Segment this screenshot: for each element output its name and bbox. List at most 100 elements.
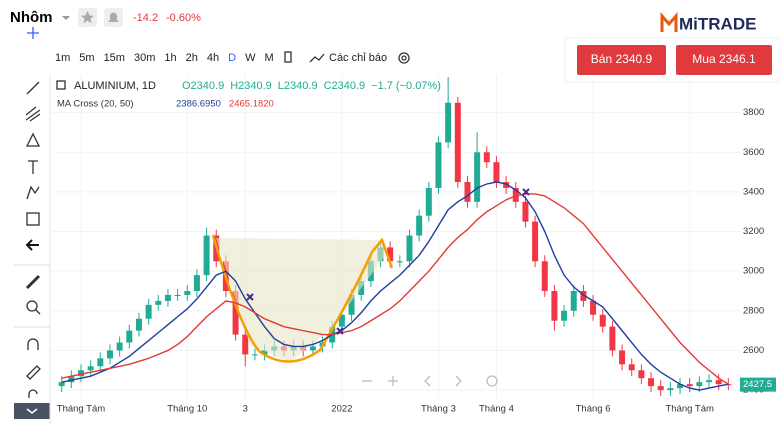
symbol: Nhôm xyxy=(10,9,53,26)
candle-body xyxy=(97,358,104,367)
settings-icon-core xyxy=(401,55,407,61)
candle-body xyxy=(251,354,258,356)
interval-button[interactable]: 1m xyxy=(55,52,70,64)
candle-body xyxy=(145,304,152,319)
fib-tool[interactable] xyxy=(25,106,41,122)
xabcd-tool[interactable] xyxy=(26,185,40,200)
candle-body xyxy=(126,330,133,343)
symbol-label: ALUMINIUM, 1D xyxy=(74,80,156,92)
indicators-button[interactable]: Các chỉ báo xyxy=(329,52,387,64)
candle-body xyxy=(561,310,568,321)
cross-marker xyxy=(246,188,530,335)
candle-body xyxy=(657,386,664,391)
candle-body xyxy=(648,378,655,387)
candle-body xyxy=(68,376,75,383)
interval-button[interactable]: 15m xyxy=(104,52,125,64)
zoom-tool[interactable] xyxy=(26,300,38,312)
text-tool[interactable] xyxy=(28,160,38,174)
candle-body xyxy=(532,221,539,262)
buy-button[interactable] xyxy=(676,45,772,75)
candle-body xyxy=(106,350,113,359)
candle-body xyxy=(609,326,616,351)
candle-body xyxy=(715,380,722,385)
zoom-handle xyxy=(35,309,41,315)
logo: MiTRADE xyxy=(679,14,756,33)
x-tick-label: Tháng 10 xyxy=(167,404,207,415)
lock-tool[interactable] xyxy=(26,365,41,380)
candle-body xyxy=(242,334,249,355)
crosshair-tool[interactable] xyxy=(27,27,39,39)
collapse-button[interactable] xyxy=(14,403,50,419)
y-tick-label: 3800 xyxy=(743,107,764,118)
back-tool[interactable] xyxy=(25,239,39,251)
candle-body xyxy=(232,290,239,335)
magnet-tool[interactable] xyxy=(27,338,39,350)
candle-body xyxy=(580,290,587,301)
candle-body xyxy=(416,215,423,236)
pattern-area xyxy=(216,238,385,362)
candle-body xyxy=(174,294,181,296)
y-tick-label: 3600 xyxy=(743,147,764,158)
ohlc-value: O2340.9 xyxy=(182,80,224,92)
trendline-tool[interactable] xyxy=(26,81,40,95)
candle-body xyxy=(696,382,703,387)
chart-navigation[interactable] xyxy=(362,375,462,387)
last-price: 2427.5 xyxy=(743,379,772,390)
candle-body xyxy=(677,384,684,389)
interval-button[interactable]: M xyxy=(264,52,273,64)
settings-icon[interactable] xyxy=(398,52,410,64)
x-tick-label: 3 xyxy=(243,404,248,415)
x-tick-label: Tháng Tám xyxy=(665,404,713,415)
candle-body xyxy=(454,102,461,183)
candle-body xyxy=(483,152,490,163)
y-tick-label: 3400 xyxy=(743,186,764,197)
sell-button[interactable] xyxy=(577,45,666,75)
candle-body xyxy=(338,314,345,327)
chart-type-icon[interactable] xyxy=(284,51,292,63)
interval-button[interactable]: 5m xyxy=(79,52,94,64)
interval-button[interactable]: 4h xyxy=(207,52,219,64)
candle-body xyxy=(551,290,558,321)
candle-body xyxy=(638,370,645,379)
legend-toggle[interactable] xyxy=(56,80,66,90)
candle-body xyxy=(203,235,210,276)
ohlc-value: C2340.9 xyxy=(324,80,366,92)
y-tick-label: 2600 xyxy=(743,345,764,356)
last-price-box xyxy=(740,377,776,392)
pattern-tool[interactable] xyxy=(25,132,41,147)
change-pct: -0.60% xyxy=(166,12,201,24)
visibility-tool[interactable] xyxy=(28,389,38,398)
measure-tool[interactable] xyxy=(26,212,40,226)
ma-line xyxy=(61,181,729,391)
candle-body xyxy=(590,300,597,315)
interval-button[interactable]: D xyxy=(228,52,236,64)
y-tick-label: 3200 xyxy=(743,226,764,237)
candle-body xyxy=(77,370,84,377)
reset-button[interactable] xyxy=(486,375,498,387)
x-tick-label: 2022 xyxy=(331,404,352,415)
interval-button[interactable]: 30m xyxy=(134,52,155,64)
candle-body xyxy=(396,261,403,263)
candle-body xyxy=(155,300,162,305)
ruler-tool[interactable] xyxy=(25,274,41,290)
ohlc-value: −1.7 (−0.07%) xyxy=(371,80,441,92)
candle-body xyxy=(58,382,65,387)
interval-button[interactable]: 2h xyxy=(186,52,198,64)
candle-body xyxy=(348,294,355,315)
change: -14.2 xyxy=(133,12,158,24)
candle-body xyxy=(686,384,693,387)
interval-button[interactable]: 1h xyxy=(164,52,176,64)
x-tick-label: Tháng 4 xyxy=(479,404,514,415)
candle-body xyxy=(261,350,268,355)
candle-body xyxy=(599,314,606,327)
candle-body xyxy=(164,294,171,301)
candle-body xyxy=(503,182,510,188)
indicator-value: 2386.6950 xyxy=(176,99,221,110)
candle-body xyxy=(474,152,481,202)
x-tick-label: Tháng 6 xyxy=(576,404,611,415)
candle-body xyxy=(493,162,500,183)
interval-button[interactable]: W xyxy=(245,52,256,64)
candle-body xyxy=(193,275,200,291)
x-tick-label: Tháng 3 xyxy=(421,404,456,415)
dropdown[interactable] xyxy=(62,16,70,20)
